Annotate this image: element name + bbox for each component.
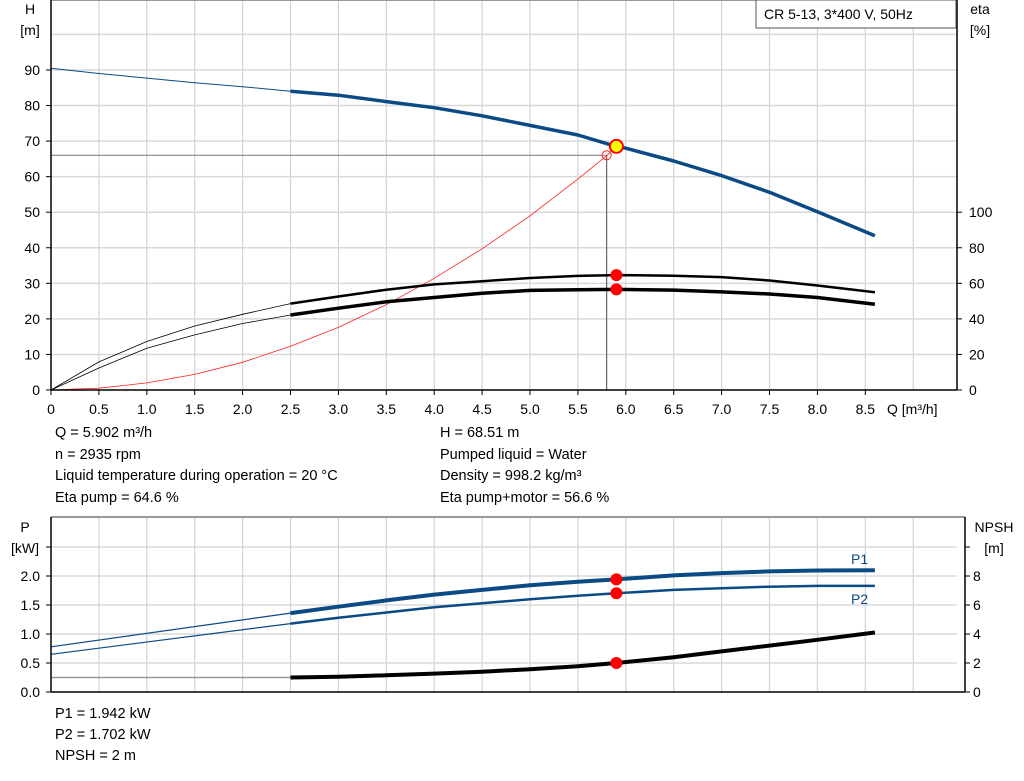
x-tick-label: 7.5 [760, 401, 780, 417]
info-p2: P2 = 1.702 kW [55, 727, 151, 743]
x-tick-label: 0.5 [89, 401, 109, 417]
h-axis-label: H [25, 1, 35, 17]
axes: 0 0.5 1.0 1.5 2.0 2.5 3.0 3.5 4.0 4.5 5.0 5.5 6.0 6.5… [21, 0, 993, 700]
eta-pump-motor-point-marker [610, 283, 623, 296]
P1-curve-extrapolated [50, 612, 291, 648]
h-tick-label: 0 [32, 382, 40, 398]
eta_pump_motor-curve-extrapolated [50, 314, 291, 391]
p-tick-label: 1.0 [21, 626, 41, 642]
bottom-chart-curves [50, 568, 876, 680]
top-chart-grid [51, 0, 957, 390]
top-chart-curves [50, 67, 876, 391]
eta-axis-label: eta [970, 1, 990, 17]
eta-tick-label: 100 [969, 204, 993, 220]
h-axis-unit: [m] [20, 22, 39, 38]
p-tick-label: 1.5 [21, 597, 41, 613]
duty-point-marker [601, 150, 612, 161]
eta-tick-label: 20 [969, 346, 985, 362]
p2-curve-label: P2 [851, 591, 868, 607]
eta-tick-label: 60 [969, 275, 985, 291]
x-tick-label: 3.5 [377, 401, 397, 417]
p-axis-label: P [20, 519, 29, 535]
x-tick-label: 0 [47, 401, 55, 417]
p1-curve-label: P1 [851, 551, 868, 567]
x-tick-label: 2.0 [233, 401, 253, 417]
eta_pump-curve [290, 273, 876, 305]
h-tick-label: 40 [24, 240, 40, 256]
P2-curve-extrapolated [50, 623, 291, 655]
P2-curve [290, 584, 875, 625]
h-tick-label: 80 [24, 98, 40, 114]
h-tick-label: 10 [24, 346, 40, 362]
npsh-axis-label: NPSH [975, 519, 1014, 535]
h-tick-label: 20 [24, 311, 40, 327]
head-curve-extrapolated [50, 67, 291, 92]
npsh-tick-label: 4 [973, 626, 981, 642]
npsh-axis-unit: [m] [984, 540, 1003, 556]
h-tick-label: 90 [24, 62, 40, 78]
x-tick-label: 1.5 [185, 401, 205, 417]
info-head: H = 68.51 m [440, 425, 520, 441]
npsh-tick-label: 2 [973, 655, 981, 671]
npsh-tick-label: 8 [973, 568, 981, 584]
x-tick-label: 2.5 [281, 401, 301, 417]
x-tick-label: 5.5 [568, 401, 588, 417]
info-q: Q = 5.902 m³/h [55, 425, 153, 441]
h-tick-label: 60 [24, 169, 40, 185]
eta-tick-label: 40 [969, 311, 985, 327]
x-tick-label: 4.0 [424, 401, 444, 417]
bottom-chart-grid [51, 516, 965, 692]
npsh-tick-label: 0 [973, 684, 981, 700]
eta_pump_motor-curve [290, 287, 876, 317]
title-box [755, 0, 957, 29]
npsh-tick-label: 6 [973, 597, 981, 613]
P1-curve [290, 568, 875, 616]
info-eta-pump: Eta pump = 64.6 % [55, 490, 179, 506]
p-tick-label: 2.0 [21, 568, 41, 584]
info-pumped-liquid: Pumped liquid = Water [440, 447, 587, 463]
x-tick-label: 6.5 [664, 401, 684, 417]
head-curve [290, 89, 876, 238]
p2-point-marker [610, 587, 623, 600]
p-tick-label: 0.5 [21, 655, 41, 671]
eta-tick-label: 80 [969, 240, 985, 256]
x-tick-label: 8.0 [808, 401, 828, 417]
system-curve [50, 146, 617, 391]
h-tick-label: 50 [24, 204, 40, 220]
x-tick-label: 6.0 [616, 401, 636, 417]
info-density: Density = 998.2 kg/m³ [440, 468, 582, 484]
info-p1: P1 = 1.942 kW [55, 706, 151, 722]
x-tick-label: 5.0 [520, 401, 540, 417]
npsh-point-marker [610, 657, 623, 669]
eta-pump-point-marker [610, 269, 623, 282]
operating-point-marker [608, 138, 624, 154]
chart-title: CR 5-13, 3*400 V, 50Hz [764, 6, 913, 22]
eta-tick-label: 0 [969, 382, 977, 398]
info-eta-pump-motor: Eta pump+motor = 56.6 % [440, 490, 610, 506]
p-axis-unit: [kW] [11, 540, 39, 556]
x-tick-label: 4.5 [472, 401, 492, 417]
x-tick-label: 8.5 [856, 401, 876, 417]
x-tick-label: 7.0 [712, 401, 732, 417]
h-tick-label: 70 [24, 133, 40, 149]
info-liquid-temp: Liquid temperature during operation = 20… [55, 468, 338, 484]
q-axis-label: Q [m³/h] [887, 401, 938, 417]
x-tick-label: 1.0 [137, 401, 157, 417]
p-tick-label: 0.0 [21, 684, 41, 700]
p1-point-marker [610, 573, 623, 586]
info-npsh: NPSH = 2 m [55, 748, 136, 764]
x-tick-label: 3.0 [329, 401, 349, 417]
info-speed: n = 2935 rpm [55, 447, 141, 463]
eta-axis-unit: [%] [970, 22, 990, 38]
eta_pump-curve-extrapolated [50, 303, 291, 391]
h-tick-label: 30 [24, 275, 40, 291]
NPSH-curve [290, 630, 876, 680]
